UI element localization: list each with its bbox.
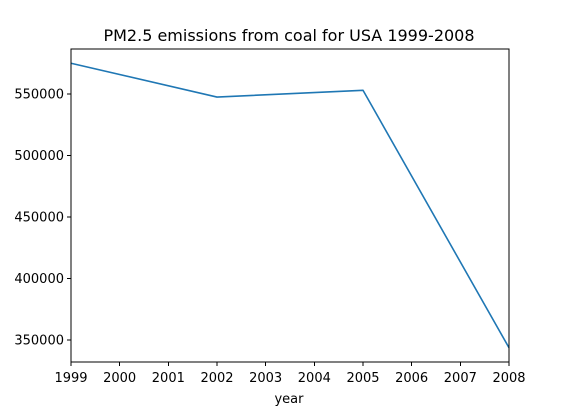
x-tick-label: 2003 bbox=[249, 371, 282, 386]
x-tick-label: 2005 bbox=[346, 371, 379, 386]
y-tick-label: 550000 bbox=[14, 87, 64, 102]
x-tick-label: 2008 bbox=[492, 371, 525, 386]
x-tick-label: 2006 bbox=[395, 371, 428, 386]
series-line-0 bbox=[70, 62, 510, 349]
x-tick-label: 1999 bbox=[54, 371, 87, 386]
x-tick-label: 2007 bbox=[444, 371, 477, 386]
y-tick-label: 400000 bbox=[14, 272, 64, 287]
y-tick-label: 350000 bbox=[14, 333, 64, 348]
x-tick-label: 2001 bbox=[152, 371, 185, 386]
y-tick-label: 500000 bbox=[14, 149, 64, 164]
x-axis-label: year bbox=[274, 392, 304, 407]
y-tick-label: 450000 bbox=[14, 210, 64, 225]
plot-area: 1999 2000 2001 2002 2003 2004 2005 2006 2007 2008… bbox=[14, 48, 526, 386]
x-tick-label: 2002 bbox=[200, 371, 233, 386]
x-tick-label: 2004 bbox=[298, 371, 331, 386]
plot-frame bbox=[70, 48, 510, 363]
x-tick-label: 2000 bbox=[103, 371, 136, 386]
chart-title: PM2.5 emissions from coal for USA 1999-2… bbox=[103, 26, 474, 45]
